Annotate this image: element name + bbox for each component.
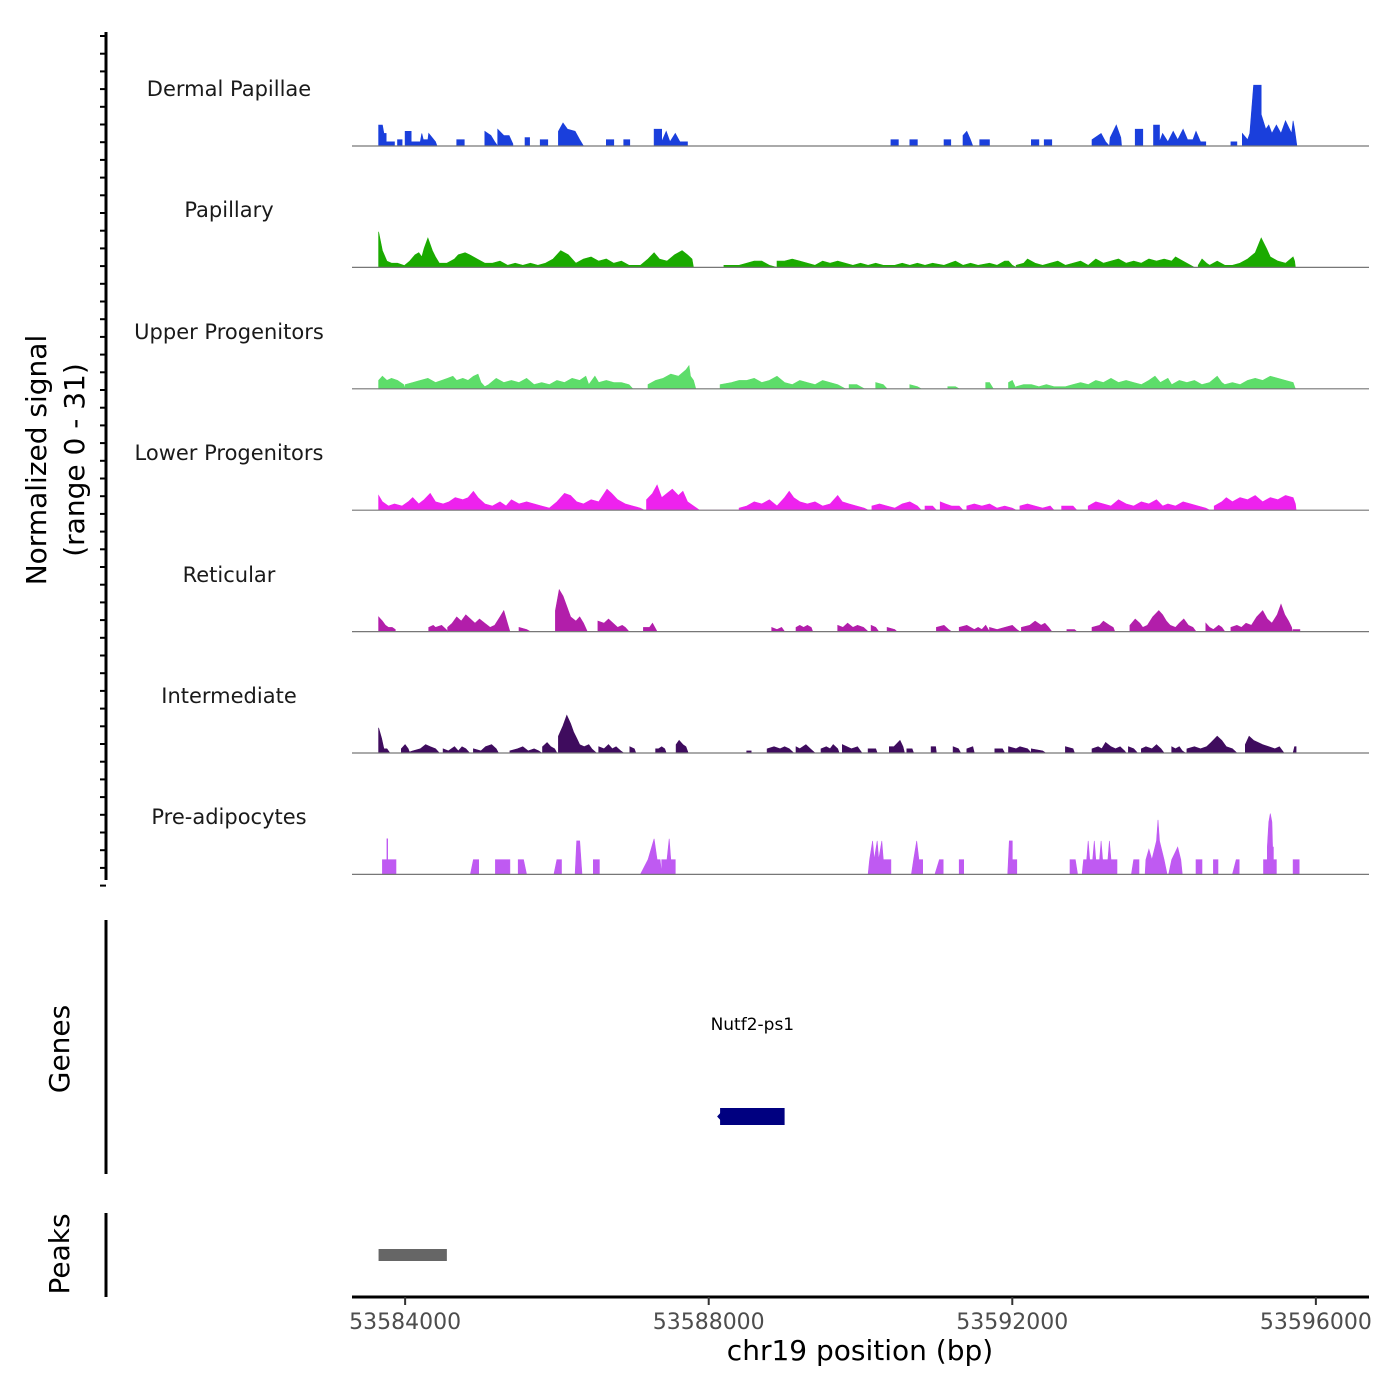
- signal-area: [378, 588, 1301, 633]
- x-axis-ticks: 53584000 53588000 53592000 53596000: [349, 1297, 1372, 1335]
- track-reticular: [352, 588, 1369, 633]
- y-axis-title-main: Normalized signal: [20, 334, 53, 586]
- track-label: Upper Progenitors: [134, 319, 324, 344]
- genes-axis-title: Genes: [43, 1004, 76, 1094]
- signal-area: [378, 484, 1297, 511]
- track-papillary: [352, 231, 1369, 268]
- gene-label: Nutf2-ps1: [711, 1015, 795, 1035]
- peak-track: [378, 1249, 447, 1261]
- gene-body: [720, 1108, 785, 1125]
- peak-region: [378, 1249, 409, 1261]
- track-label: Papillary: [184, 198, 274, 223]
- signal-area: [378, 84, 1298, 147]
- track-dermal-papillae: [352, 84, 1369, 147]
- peak-region: [406, 1249, 447, 1261]
- gene-strand-arrow: [717, 1110, 724, 1123]
- track-label: Dermal Papillae: [146, 77, 312, 101]
- track-pre-adipocytes: [352, 813, 1369, 876]
- x-tick-label: 53592000: [956, 1310, 1068, 1335]
- x-tick-label: 53596000: [1260, 1310, 1372, 1335]
- signal-tracks: [352, 84, 1369, 876]
- gene-track: Nutf2-ps1: [711, 1015, 795, 1125]
- track-label: Reticular: [182, 562, 276, 587]
- x-tick-label: 53584000: [349, 1310, 461, 1335]
- signal-area: [378, 231, 1296, 268]
- track-upper-progenitors: [352, 364, 1369, 390]
- x-tick-label: 53588000: [653, 1310, 765, 1335]
- y-axis-title-range: (range 0 - 31): [58, 363, 91, 557]
- track-label: Intermediate: [161, 684, 297, 708]
- signal-area: [378, 364, 1296, 390]
- x-axis-title: chr19 position (bp): [726, 1334, 994, 1367]
- track-intermediate: [352, 714, 1369, 754]
- track-label: Pre-adipocytes: [151, 805, 307, 830]
- y-axis-title: Normalized signal (range 0 - 31): [18, 260, 102, 660]
- track-lower-progenitors: [352, 484, 1369, 511]
- signal-area: [382, 813, 1300, 875]
- track-label: Lower Progenitors: [134, 441, 324, 466]
- peaks-axis-title: Peaks: [43, 1213, 76, 1295]
- signal-area: [378, 714, 1297, 754]
